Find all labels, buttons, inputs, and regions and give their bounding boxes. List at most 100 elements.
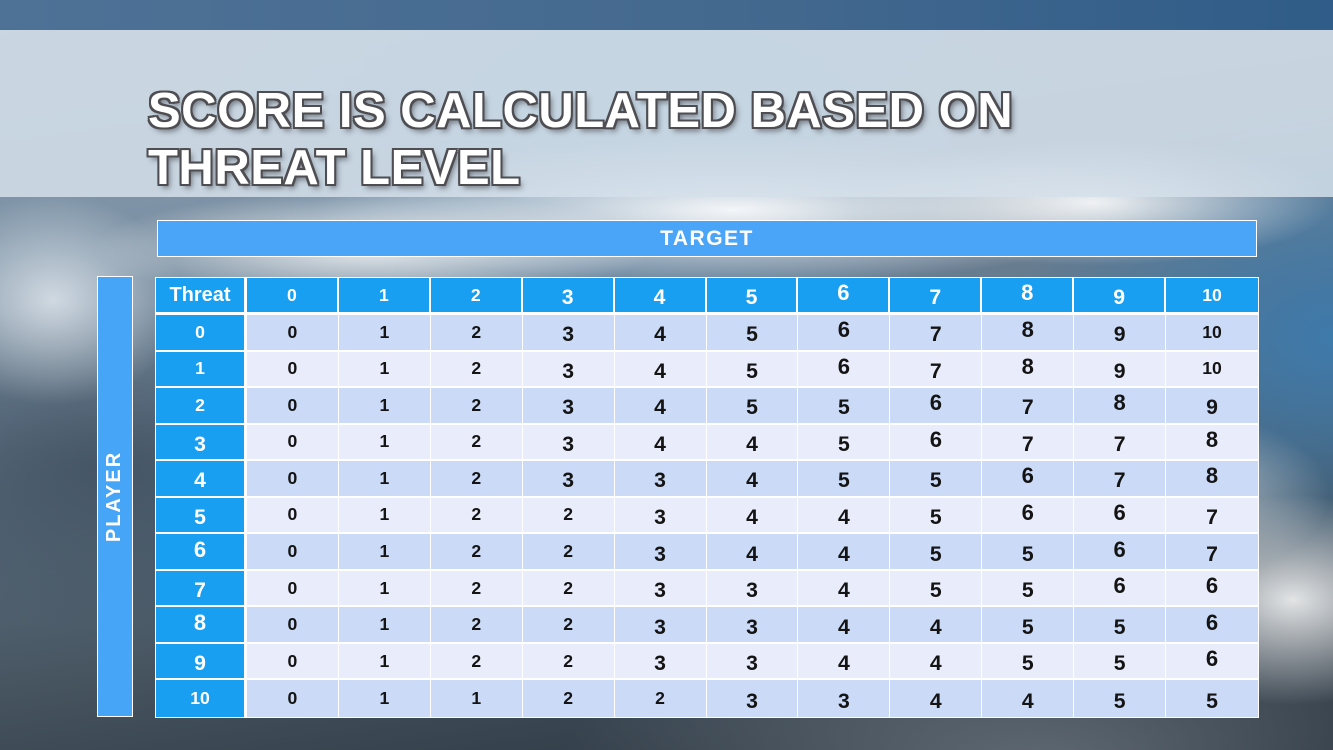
score-cell: 8 — [1166, 424, 1258, 462]
score-cell: 5 — [798, 388, 891, 425]
score-cell: 5 — [890, 570, 983, 608]
score-cell: 2 — [430, 461, 523, 498]
score-cell: 3 — [614, 461, 707, 498]
score-cell: 3 — [522, 424, 615, 462]
score-cell: 5 — [706, 315, 799, 352]
score-cell: 0 — [247, 424, 339, 462]
score-cell: 4 — [706, 534, 799, 571]
column-header-cell: 4 — [614, 278, 707, 315]
score-cell: 7 — [1074, 424, 1167, 462]
score-cell: 5 — [798, 461, 891, 498]
score-cell: 1 — [338, 351, 431, 389]
score-cell: 1 — [338, 424, 431, 462]
score-cell: 1 — [338, 497, 431, 535]
score-cell: 5 — [982, 607, 1075, 644]
score-cell: 3 — [614, 497, 707, 535]
score-table: Threat 0 1 2 3 4 5 6 7 8 9 10 0 0 1 2 3 4 5 6 7 8 9 10 1 0 1 2 3 4 5 6 7… — [155, 277, 1259, 718]
score-cell: 1 — [430, 680, 523, 717]
score-cell: 3 — [614, 534, 707, 571]
score-cell: 1 — [338, 388, 431, 425]
score-cell: 2 — [430, 497, 523, 535]
score-cell: 4 — [982, 680, 1075, 717]
score-cell: 7 — [982, 424, 1075, 462]
score-cell: 3 — [706, 570, 799, 608]
score-cell: 0 — [247, 570, 339, 608]
score-cell: 1 — [338, 680, 431, 717]
score-cell: 2 — [430, 534, 523, 571]
score-cell: 5 — [706, 388, 799, 425]
row-header-cell: 0 — [156, 315, 247, 352]
score-cell: 5 — [890, 534, 983, 571]
score-cell: 6 — [1074, 570, 1167, 608]
score-cell: 7 — [890, 315, 983, 352]
column-header-cell: 0 — [247, 278, 339, 315]
column-header-cell: 8 — [982, 278, 1075, 315]
score-cell: 4 — [614, 388, 707, 425]
score-cell: 6 — [890, 424, 983, 462]
column-header-cell: 5 — [706, 278, 799, 315]
column-header-cell: 2 — [430, 278, 523, 315]
score-cell: 5 — [1166, 680, 1258, 717]
score-cell: 4 — [798, 497, 891, 535]
score-cell: 5 — [1074, 607, 1167, 644]
score-cell: 5 — [982, 643, 1075, 681]
score-cell: 5 — [798, 424, 891, 462]
score-cell: 1 — [338, 534, 431, 571]
score-cell: 0 — [247, 461, 339, 498]
score-cell: 2 — [522, 570, 615, 608]
score-cell: 4 — [890, 607, 983, 644]
corner-cell: Threat — [156, 278, 247, 315]
column-header-cell: 7 — [890, 278, 983, 315]
score-cell: 3 — [706, 607, 799, 644]
score-cell: 5 — [982, 570, 1075, 608]
score-cell: 7 — [890, 351, 983, 389]
row-header-cell: 9 — [156, 643, 247, 681]
score-cell: 0 — [247, 388, 339, 425]
score-cell: 5 — [982, 534, 1075, 571]
score-cell: 3 — [706, 643, 799, 681]
score-cell: 4 — [798, 534, 891, 571]
title-band — [0, 30, 1333, 197]
column-header-cell: 9 — [1074, 278, 1167, 315]
score-cell: 4 — [614, 351, 707, 389]
score-cell: 6 — [1074, 534, 1167, 571]
score-cell: 5 — [890, 497, 983, 535]
score-cell: 0 — [247, 680, 339, 717]
score-cell: 6 — [982, 461, 1075, 498]
row-header-cell: 1 — [156, 351, 247, 389]
score-cell: 3 — [614, 643, 707, 681]
row-header-cell: 5 — [156, 497, 247, 535]
score-cell: 6 — [1166, 643, 1258, 681]
score-cell: 2 — [430, 388, 523, 425]
score-cell: 3 — [522, 388, 615, 425]
score-cell: 6 — [982, 497, 1075, 535]
score-cell: 3 — [614, 607, 707, 644]
score-cell: 5 — [1074, 643, 1167, 681]
score-cell: 4 — [706, 497, 799, 535]
target-header-label: TARGET — [660, 226, 754, 250]
score-cell: 4 — [798, 607, 891, 644]
score-cell: 2 — [522, 497, 615, 535]
score-cell: 2 — [430, 351, 523, 389]
score-cell: 3 — [798, 680, 891, 717]
score-cell: 0 — [247, 534, 339, 571]
score-cell: 2 — [522, 643, 615, 681]
score-cell: 8 — [1074, 388, 1167, 425]
score-cell: 7 — [1166, 534, 1258, 571]
score-cell: 2 — [430, 643, 523, 681]
score-cell: 9 — [1166, 388, 1258, 425]
score-cell: 0 — [247, 315, 339, 352]
score-cell: 3 — [522, 461, 615, 498]
score-cell: 9 — [1074, 315, 1167, 352]
score-cell: 2 — [522, 534, 615, 571]
row-header-cell: 8 — [156, 607, 247, 644]
score-cell: 3 — [522, 315, 615, 352]
row-header-cell: 3 — [156, 424, 247, 462]
player-header-label: PLAYER — [103, 450, 126, 543]
score-cell: 4 — [798, 643, 891, 681]
score-cell: 3 — [614, 570, 707, 608]
column-header-cell: 6 — [798, 278, 891, 315]
score-cell: 8 — [1166, 461, 1258, 498]
score-cell: 3 — [522, 351, 615, 389]
page-title-line2: THREAT LEVEL — [148, 140, 521, 195]
